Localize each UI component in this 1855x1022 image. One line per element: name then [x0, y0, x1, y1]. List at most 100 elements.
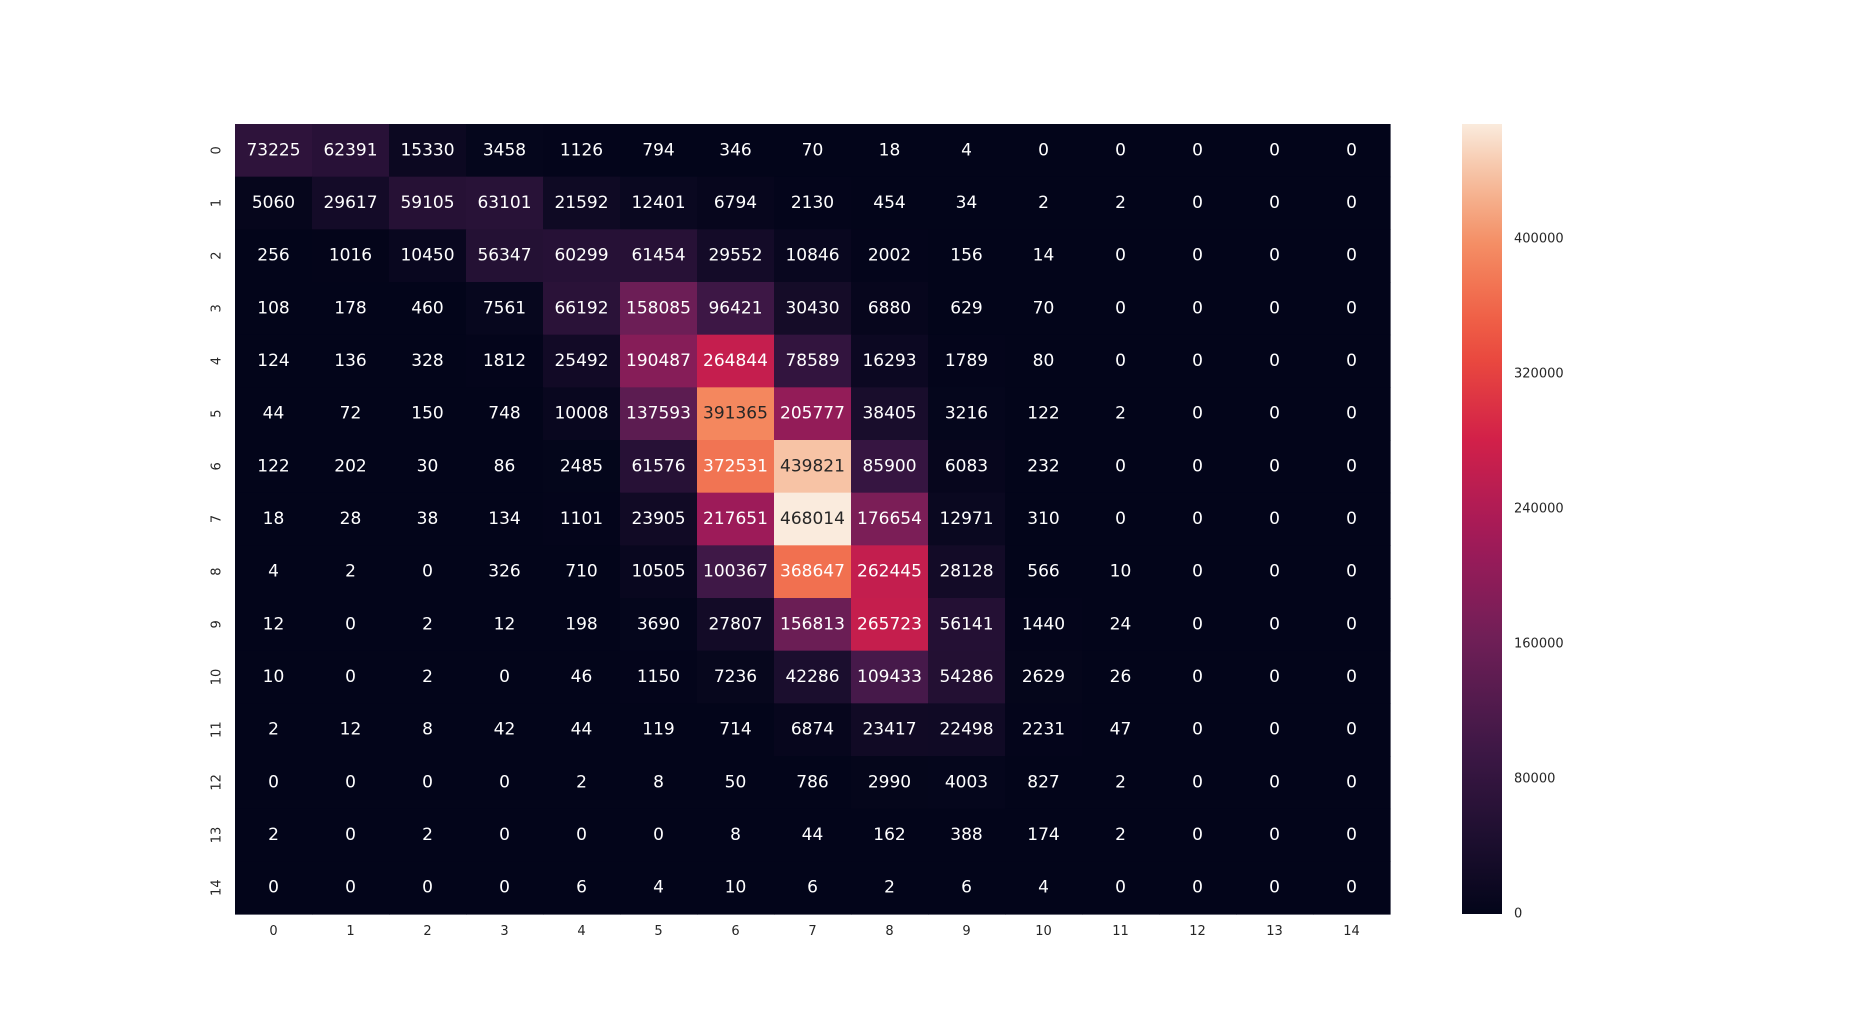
- heatmap-cell: [1082, 440, 1160, 494]
- cell-label: 388: [950, 825, 982, 845]
- x-tick-label: 6: [731, 924, 739, 939]
- cell-label: 66192: [554, 298, 608, 318]
- heatmap-cell: [1313, 282, 1391, 336]
- heatmap-cell: [697, 387, 775, 441]
- heatmap-cell: [389, 124, 467, 178]
- heatmap-cell: [312, 703, 390, 757]
- heatmap-cell: [1082, 598, 1160, 652]
- cell-label: 12401: [631, 193, 685, 213]
- cell-label: 326: [488, 562, 520, 582]
- heatmap-cell: [774, 334, 852, 388]
- cell-label: 0: [268, 772, 279, 792]
- cell-label: 63101: [477, 193, 531, 213]
- heatmap-cell: [389, 703, 467, 757]
- cell-label: 26: [1110, 667, 1132, 687]
- cell-label: 44: [571, 720, 593, 740]
- heatmap-cell: [1082, 229, 1160, 283]
- heatmap-cell: [697, 650, 775, 704]
- colorbar-gradient: [1462, 124, 1502, 914]
- heatmap-cell: [697, 598, 775, 652]
- heatmap-cell: [928, 334, 1006, 388]
- heatmap-cell: [620, 124, 698, 178]
- heatmap-cell: [1313, 124, 1391, 178]
- heatmap-cell: [928, 861, 1006, 915]
- cell-label: 1126: [560, 140, 603, 160]
- heatmap-cell: [389, 861, 467, 915]
- y-tick-label: 14: [210, 879, 225, 896]
- y-tick-label: 4: [210, 357, 225, 365]
- cell-label: 70: [1033, 298, 1055, 318]
- cell-label: 2: [422, 614, 433, 634]
- cell-label: 42286: [785, 667, 839, 687]
- cell-label: 0: [1346, 456, 1357, 476]
- cell-label: 0: [1269, 562, 1280, 582]
- cell-label: 156: [950, 246, 982, 266]
- cell-label: 0: [1269, 140, 1280, 160]
- cell-label: 10: [263, 667, 285, 687]
- cell-label: 100367: [703, 562, 768, 582]
- cell-label: 86: [494, 456, 516, 476]
- heatmap-cell: [312, 756, 390, 810]
- cell-label: 0: [1115, 140, 1126, 160]
- heatmap-cell: [543, 229, 621, 283]
- cell-label: 23905: [631, 509, 685, 529]
- cell-label: 0: [1346, 562, 1357, 582]
- cell-label: 73225: [246, 140, 300, 160]
- heatmap-cell: [1082, 861, 1160, 915]
- heatmap-cell: [543, 440, 621, 494]
- cell-label: 0: [1269, 193, 1280, 213]
- cell-label: 2002: [868, 246, 911, 266]
- heatmap-cell: [466, 334, 544, 388]
- cell-label: 0: [1192, 614, 1203, 634]
- heatmap-cell: [1005, 492, 1083, 546]
- heatmap-cell: [543, 808, 621, 862]
- heatmap-cell: [543, 598, 621, 652]
- cell-label: 0: [1115, 456, 1126, 476]
- heatmap-cell: [466, 229, 544, 283]
- cell-label: 1440: [1022, 614, 1065, 634]
- cell-label: 29552: [708, 246, 762, 266]
- heatmap-cell: [1236, 861, 1314, 915]
- cell-label: 28: [340, 509, 362, 529]
- heatmap-cell: [851, 650, 929, 704]
- cell-label: 2231: [1022, 720, 1065, 740]
- heatmap-cell: [774, 756, 852, 810]
- cell-label: 6880: [868, 298, 911, 318]
- heatmap-cell: [851, 334, 929, 388]
- heatmap-cell: [1082, 545, 1160, 599]
- heatmap-cell: [774, 861, 852, 915]
- cell-label: 0: [653, 825, 664, 845]
- cell-label: 0: [1346, 614, 1357, 634]
- heatmap-cell: [389, 229, 467, 283]
- cell-label: 0: [1192, 720, 1203, 740]
- heatmap-cell: [1005, 387, 1083, 441]
- heatmap-cell: [1005, 282, 1083, 336]
- cell-label: 156813: [780, 614, 845, 634]
- heatmap-cell: [466, 492, 544, 546]
- heatmap-cell: [620, 229, 698, 283]
- heatmap-cell: [1005, 703, 1083, 757]
- heatmap-cell: [1005, 650, 1083, 704]
- heatmap-cell: [928, 176, 1006, 230]
- heatmap-cell: [1005, 176, 1083, 230]
- heatmap-cell: [389, 650, 467, 704]
- cell-label: 0: [1269, 878, 1280, 898]
- heatmap-cell: [697, 756, 775, 810]
- heatmap-cell: [774, 387, 852, 441]
- cell-label: 2: [268, 720, 279, 740]
- cell-label: 2: [576, 772, 587, 792]
- cell-label: 2: [268, 825, 279, 845]
- heatmap-cell: [1236, 334, 1314, 388]
- heatmap-cell: [1159, 282, 1237, 336]
- y-tick-label: 9: [210, 620, 225, 628]
- cell-label: 34: [956, 193, 978, 213]
- heatmap-cell: [1082, 650, 1160, 704]
- heatmap-cell: [1159, 176, 1237, 230]
- colorbar: 0 80000 160000 240000 320000 400000: [1462, 124, 1564, 922]
- cell-label: 217651: [703, 509, 768, 529]
- cell-label: 23417: [862, 720, 916, 740]
- cell-label: 8: [653, 772, 664, 792]
- cell-label: 96421: [708, 298, 762, 318]
- heatmap-cell: [1313, 334, 1391, 388]
